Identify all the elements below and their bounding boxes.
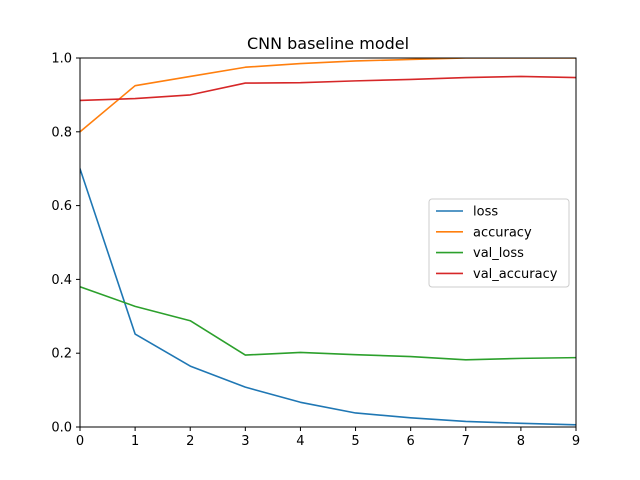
x-tick-label: 6 xyxy=(407,434,415,449)
legend-label-loss: loss xyxy=(473,205,498,220)
x-tick-label: 7 xyxy=(462,434,470,449)
legend-box xyxy=(428,198,570,288)
y-tick-label: 0.0 xyxy=(51,421,72,436)
series-line-val-accuracy xyxy=(80,75,576,102)
x-tick-label: 9 xyxy=(572,434,580,449)
y-tick-label: 0.2 xyxy=(51,347,72,362)
y-tick-label: 0.6 xyxy=(51,199,72,214)
legend: loss accuracy val_loss val_accuracy xyxy=(428,198,570,288)
series-layer xyxy=(80,58,576,426)
y-axis: 0.0 0.2 0.4 0.6 0.8 1.0 xyxy=(51,52,80,436)
series-line-val-loss xyxy=(80,285,576,361)
legend-label-val-accuracy: val_accuracy xyxy=(473,267,558,282)
x-tick-label: 2 xyxy=(186,434,194,449)
legend-label-val-loss: val_loss xyxy=(473,246,524,261)
y-tick-label: 1.0 xyxy=(51,52,72,67)
x-tick-label: 4 xyxy=(296,434,304,449)
y-tick-label: 0.8 xyxy=(51,125,72,140)
plot-border xyxy=(79,57,577,428)
axes-frame xyxy=(79,57,577,428)
x-axis: 0 1 2 3 4 5 6 7 8 9 xyxy=(76,427,580,449)
series-line-accuracy xyxy=(80,58,576,133)
x-tick-label: 1 xyxy=(131,434,139,449)
y-tick-label: 0.4 xyxy=(51,273,72,288)
legend-label-accuracy: accuracy xyxy=(473,225,532,240)
series-line-loss xyxy=(80,167,576,426)
x-tick-label: 3 xyxy=(241,434,249,449)
x-tick-label: 5 xyxy=(351,434,359,449)
x-tick-label: 0 xyxy=(76,434,84,449)
x-tick-label: 8 xyxy=(517,434,525,449)
chart-title: CNN baseline model xyxy=(247,34,409,53)
